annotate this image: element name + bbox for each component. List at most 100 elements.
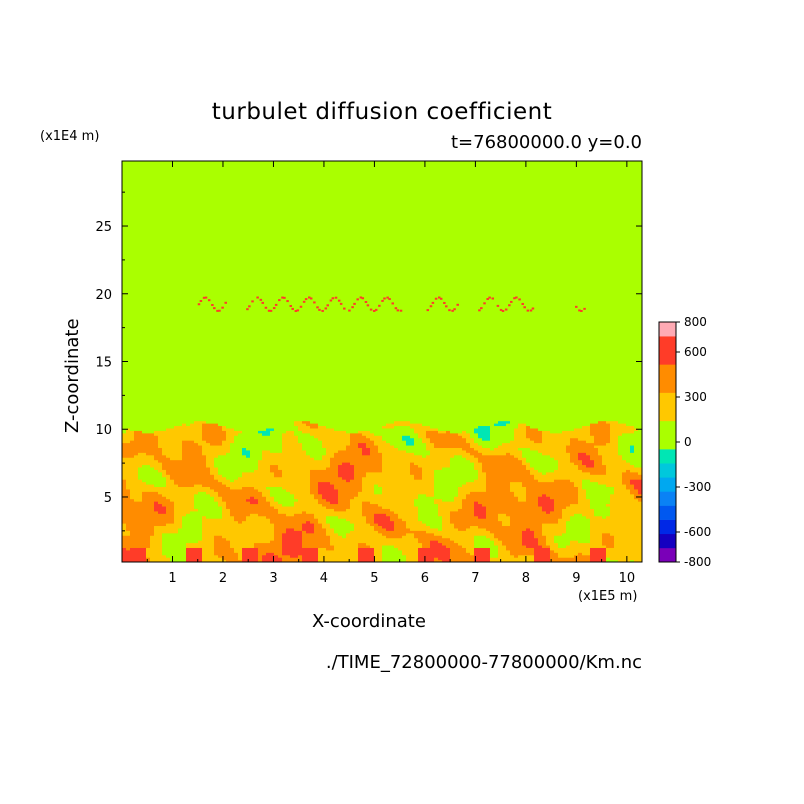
field-cell bbox=[406, 423, 411, 427]
field-cell bbox=[126, 542, 131, 546]
field-cell bbox=[226, 452, 231, 456]
field-cell bbox=[146, 547, 151, 551]
field-cell bbox=[402, 423, 407, 427]
field-cell bbox=[310, 518, 315, 522]
field-cell bbox=[314, 525, 319, 529]
field-cell bbox=[322, 530, 327, 534]
field-cell bbox=[306, 486, 311, 490]
field-cell bbox=[354, 542, 359, 546]
field-cell bbox=[122, 505, 127, 509]
field-cell bbox=[326, 498, 331, 502]
field-cell bbox=[298, 435, 303, 439]
field-cell bbox=[222, 464, 227, 468]
field-cell bbox=[258, 540, 263, 544]
field-cell bbox=[382, 481, 387, 485]
field-cell bbox=[442, 559, 447, 562]
field-cell bbox=[174, 464, 179, 468]
field-cell bbox=[246, 452, 251, 456]
field-cell bbox=[354, 505, 359, 509]
field-cell bbox=[182, 552, 187, 556]
field-cell bbox=[150, 491, 155, 495]
field-cell bbox=[218, 418, 223, 422]
field-cell bbox=[318, 547, 323, 551]
field-cell bbox=[394, 537, 399, 541]
field-cell bbox=[190, 520, 195, 524]
field-cell bbox=[214, 486, 219, 490]
field-cell bbox=[306, 508, 311, 512]
field-cell bbox=[238, 520, 243, 524]
field-cell bbox=[426, 437, 431, 441]
field-cell bbox=[134, 522, 139, 527]
field-cell bbox=[314, 418, 319, 422]
field-cell bbox=[334, 454, 339, 458]
field-cell bbox=[146, 527, 151, 531]
field-cell bbox=[282, 501, 287, 505]
field-cell bbox=[174, 420, 179, 424]
field-cell bbox=[442, 501, 447, 505]
field-cell bbox=[178, 462, 183, 466]
field-cell bbox=[338, 520, 343, 524]
field-cell bbox=[198, 476, 203, 480]
field-cell bbox=[266, 483, 271, 488]
field-cell bbox=[218, 444, 223, 448]
field-cell bbox=[378, 452, 383, 456]
field-cell bbox=[350, 513, 355, 517]
field-cell bbox=[150, 437, 155, 441]
field-cell bbox=[418, 540, 423, 544]
field-cell bbox=[242, 469, 247, 473]
field-cell bbox=[354, 459, 359, 463]
field-cell bbox=[438, 557, 443, 561]
field-cell bbox=[134, 457, 139, 461]
field-cell bbox=[330, 508, 335, 512]
field-cell bbox=[170, 488, 175, 492]
field-cell bbox=[282, 440, 287, 444]
field-cell bbox=[146, 437, 151, 441]
field-cell bbox=[178, 469, 183, 473]
field-cell bbox=[166, 435, 171, 439]
field-cell bbox=[250, 432, 255, 436]
field-cell bbox=[306, 505, 311, 509]
field-cell bbox=[414, 452, 419, 456]
field-cell bbox=[170, 547, 175, 551]
field-cell bbox=[386, 508, 391, 512]
field-cell bbox=[378, 557, 383, 561]
field-cell bbox=[154, 462, 159, 466]
field-cell bbox=[246, 469, 251, 473]
field-cell bbox=[302, 498, 307, 502]
field-cell bbox=[302, 522, 307, 527]
field-cell bbox=[190, 432, 195, 436]
field-cell bbox=[218, 430, 223, 434]
field-cell bbox=[254, 503, 259, 507]
field-cell bbox=[150, 559, 155, 562]
field-cell bbox=[338, 423, 343, 427]
field-cell bbox=[418, 520, 423, 524]
field-cell bbox=[310, 449, 315, 453]
field-cell bbox=[226, 474, 231, 478]
field-cell bbox=[422, 513, 427, 517]
field-cell bbox=[438, 471, 443, 475]
field-cell bbox=[310, 440, 315, 444]
field-cell bbox=[214, 540, 219, 544]
field-cell bbox=[434, 449, 439, 453]
field-cell bbox=[178, 544, 183, 548]
field-cell bbox=[174, 503, 179, 507]
field-cell bbox=[162, 425, 167, 429]
field-cell bbox=[150, 483, 155, 488]
field-cell bbox=[170, 435, 175, 439]
field-cell bbox=[174, 522, 179, 527]
field-cell bbox=[134, 532, 139, 536]
field-cell bbox=[202, 440, 207, 444]
field-cell bbox=[306, 520, 311, 524]
field-cell bbox=[294, 479, 299, 483]
field-cell bbox=[146, 435, 151, 439]
field-cell bbox=[278, 469, 283, 473]
field-cell bbox=[170, 464, 175, 468]
field-cell bbox=[170, 508, 175, 512]
field-cell bbox=[378, 415, 383, 419]
field-cell bbox=[422, 515, 427, 519]
field-cell bbox=[450, 427, 455, 431]
field-cell bbox=[254, 437, 259, 441]
field-cell bbox=[214, 420, 219, 424]
field-cell bbox=[350, 522, 355, 527]
field-cell bbox=[314, 535, 319, 539]
